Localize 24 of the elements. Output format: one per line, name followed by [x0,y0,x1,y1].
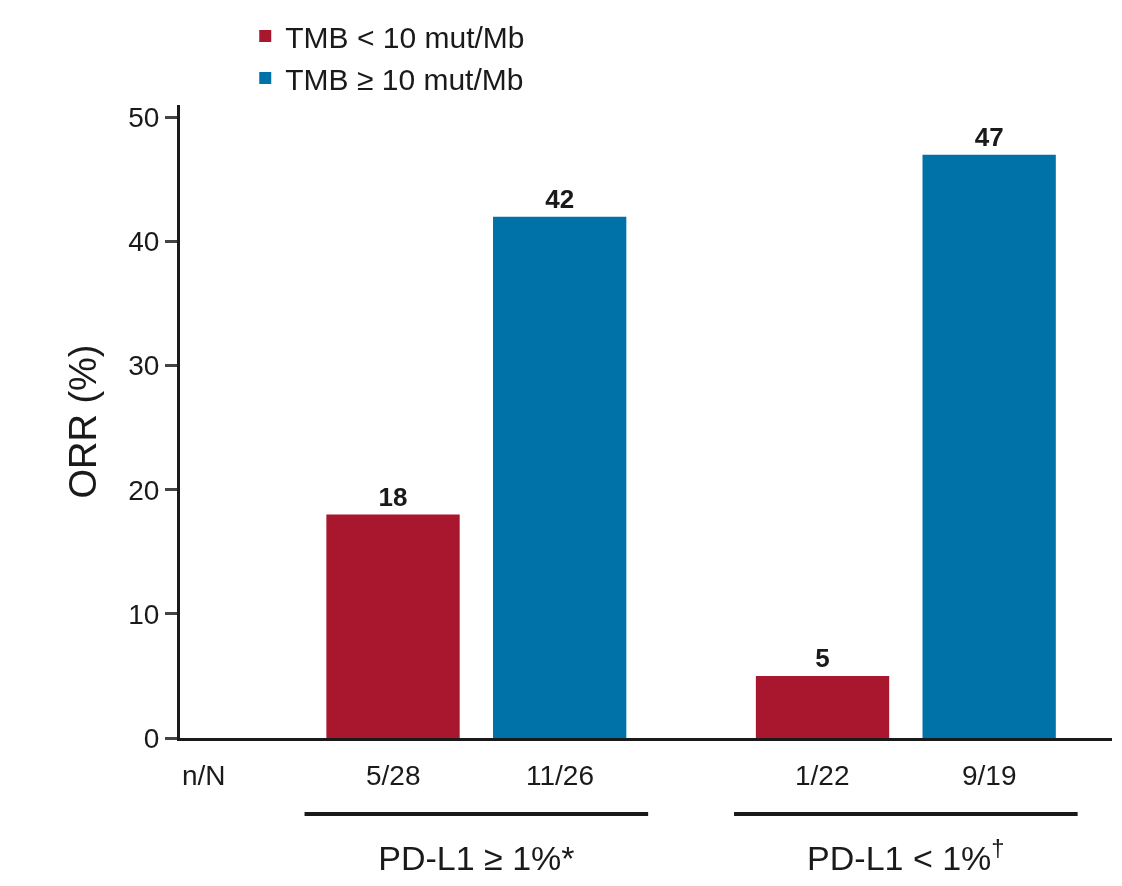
y-axis-title: ORR (%) [62,344,105,499]
legend-label: TMB ≥ 10 mut/Mb [285,62,524,96]
bar [755,675,890,738]
bar [922,154,1056,738]
data-label: 5 [815,642,830,673]
text: 9/19 [962,760,1017,791]
x-tick-label: PD-L1 ≥ 1%* [378,838,575,877]
text: 1/22 [795,760,850,791]
x-tick-label: PD-L1 < 1%$^{†}$ [807,833,1005,877]
y-tick-label: 20 [128,474,160,506]
text: 11/26 [526,760,594,791]
bar [326,514,460,738]
data-label: 18 [378,481,408,512]
legend-label: TMB < 10 mut/Mb [285,20,525,54]
y-tick-label: 30 [128,350,160,382]
text: 5/28 [366,760,421,791]
data-label: 42 [545,183,575,214]
y-tick-label: 10 [128,598,160,630]
y-tick-label: 50 [128,102,160,134]
text: n/N [182,760,226,791]
y-tick-label: 40 [128,226,160,258]
y-tick-label: 0 [143,722,160,754]
bar [493,216,627,738]
data-label: 47 [974,121,1004,152]
